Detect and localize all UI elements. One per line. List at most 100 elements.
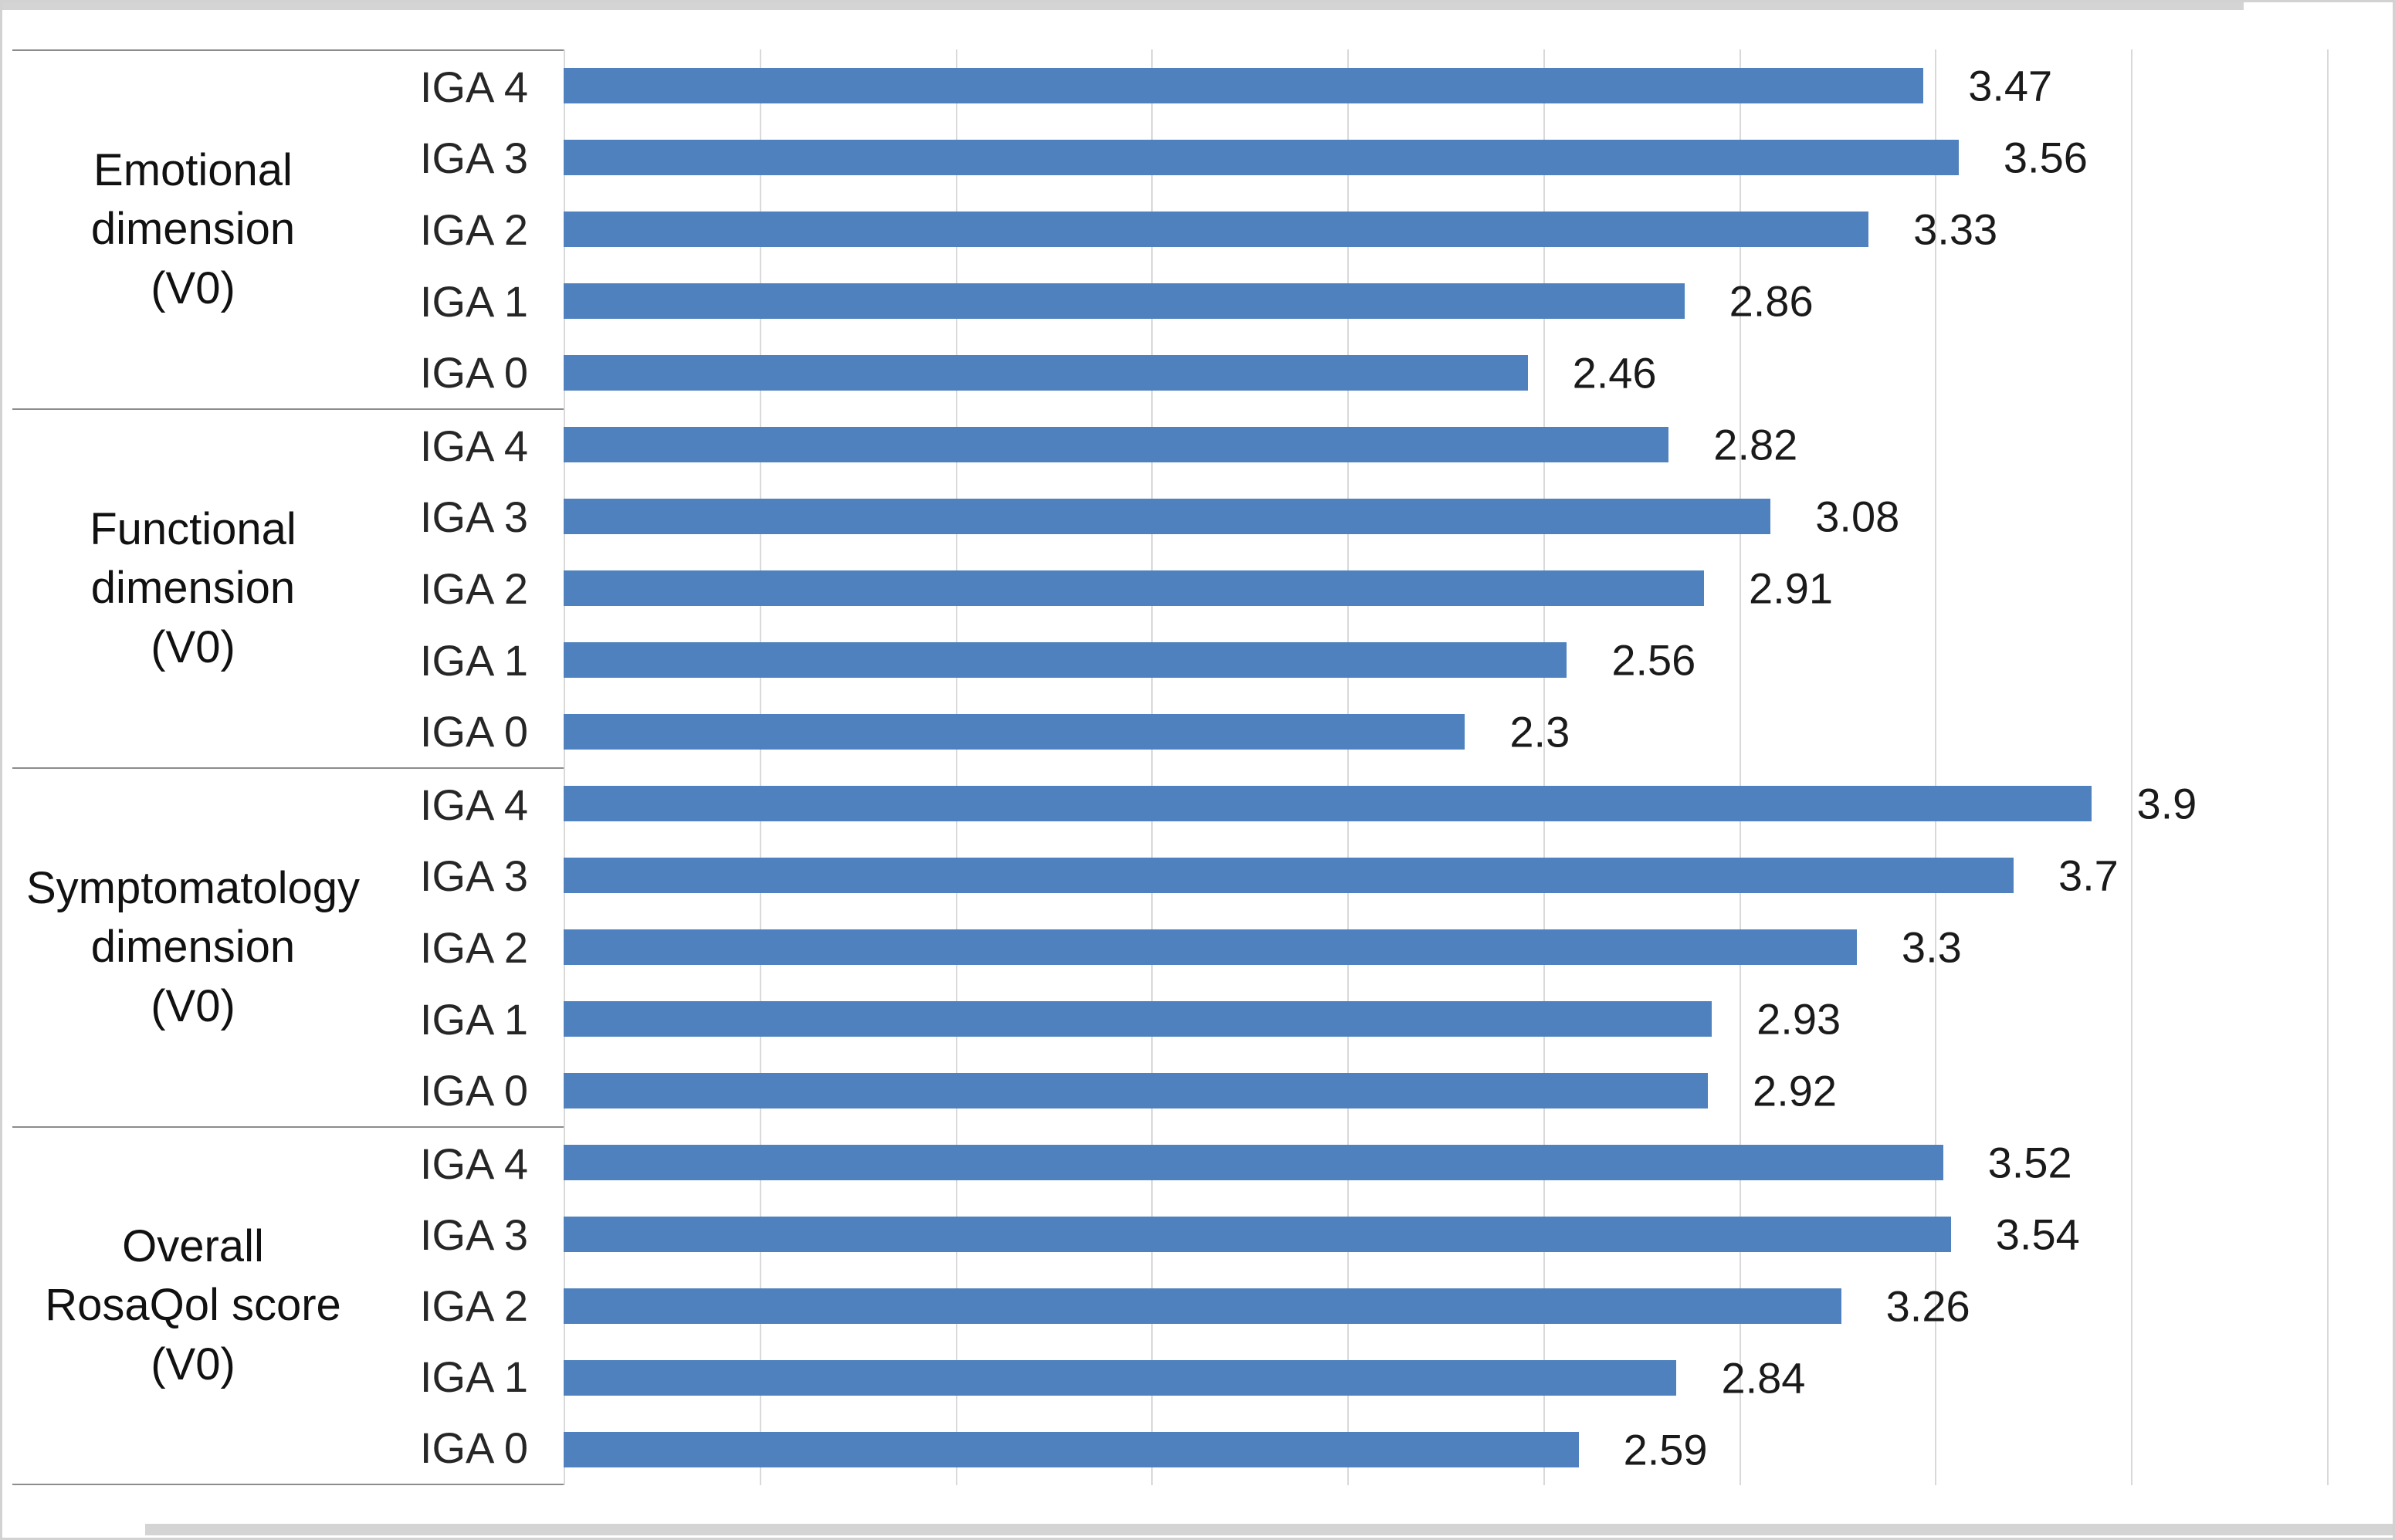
bar [564, 1431, 1579, 1467]
group-label: Emotional dimension (V0) [90, 144, 296, 313]
value-label: 2.92 [1753, 1066, 1838, 1115]
group-plot-area: 3.52 3.54 3.26 2.84 2.59 [564, 1126, 2327, 1485]
category-label-column: IGA 4 IGA 3 IGA 2 IGA 1 IGA 0 [374, 1128, 564, 1484]
group-left-panel: Functional dimension (V0) IGA 4 IGA 3 IGA 2… [12, 408, 564, 767]
category-label: IGA 3 [419, 851, 528, 901]
category-label: IGA 1 [419, 276, 528, 326]
bar [564, 283, 1685, 319]
value-label: 3.56 [2003, 133, 2088, 181]
value-label: 3.08 [1815, 492, 1900, 540]
bar [564, 1144, 1943, 1180]
bar [564, 67, 1924, 103]
value-label: 3.33 [1913, 205, 1998, 253]
bar-row: 2.59 [564, 1413, 2327, 1485]
bar [564, 929, 1857, 965]
group-label: Overall RosaQol score (V0) [45, 1220, 341, 1389]
category-label: IGA 0 [419, 348, 528, 398]
value-label: 3.54 [1995, 1210, 2080, 1258]
bar [564, 713, 1465, 750]
bar-row: 3.7 [564, 839, 2327, 911]
bar [564, 857, 2014, 893]
bar-row: 2.82 [564, 408, 2327, 480]
bar-row: 3.33 [564, 193, 2327, 265]
category-label: IGA 0 [419, 1423, 528, 1473]
bar-row: 3.9 [564, 767, 2327, 839]
value-label: 2.84 [1721, 1353, 1806, 1402]
bar [564, 570, 1704, 606]
value-label: 2.93 [1756, 994, 1841, 1043]
bar [564, 426, 1669, 462]
value-label: 2.82 [1713, 420, 1798, 469]
category-label-column: IGA 4 IGA 3 IGA 2 IGA 1 IGA 0 [374, 51, 564, 408]
value-label: 2.59 [1623, 1425, 1708, 1474]
category-label: IGA 3 [419, 1210, 528, 1259]
bar [564, 498, 1771, 534]
bar [564, 785, 2092, 821]
bar-row: 3.47 [564, 49, 2327, 121]
category-label: IGA 3 [419, 492, 528, 542]
bar-row: 2.84 [564, 1342, 2327, 1413]
value-label: 3.26 [1885, 1281, 1970, 1330]
value-label: 2.3 [1509, 707, 1570, 756]
category-label-column: IGA 4 IGA 3 IGA 2 IGA 1 IGA 0 [374, 410, 564, 767]
bar-row: 2.91 [564, 552, 2327, 624]
bar [564, 1000, 1712, 1037]
category-label: IGA 2 [419, 922, 528, 972]
bar-row: 3.56 [564, 121, 2327, 193]
value-label: 3.3 [1901, 922, 1962, 971]
category-label: IGA 1 [419, 994, 528, 1044]
bar-row: 2.56 [564, 624, 2327, 696]
bar [564, 1359, 1677, 1396]
bar [564, 1072, 1709, 1108]
group-label: Symptomatology dimension (V0) [26, 862, 360, 1031]
category-label: IGA 4 [419, 1139, 528, 1188]
group-plot-area: 3.47 3.56 3.33 2.86 2.46 [564, 49, 2327, 408]
bar [564, 354, 1528, 391]
gridline [2327, 49, 2329, 1485]
bar-row: 2.46 [564, 337, 2327, 408]
value-label: 2.46 [1572, 348, 1657, 397]
chart-group: Overall RosaQol score (V0) IGA 4 IGA 3 IGA … [12, 1126, 2327, 1485]
page-edge-top [0, 0, 2244, 10]
value-label: 3.52 [1987, 1138, 2072, 1186]
category-label: IGA 0 [419, 1066, 528, 1115]
bar [564, 641, 1567, 678]
value-label: 2.56 [1611, 635, 1696, 684]
value-label: 2.86 [1729, 276, 1814, 325]
category-label: IGA 3 [419, 134, 528, 183]
bar-row: 2.86 [564, 265, 2327, 337]
category-label: IGA 1 [419, 1352, 528, 1402]
bar-row: 2.93 [564, 983, 2327, 1054]
category-label: IGA 2 [419, 564, 528, 613]
group-left-panel: Overall RosaQol score (V0) IGA 4 IGA 3 IGA … [12, 1126, 564, 1485]
chart-group: Functional dimension (V0) IGA 4 IGA 3 IGA 2… [12, 408, 2327, 767]
value-label: 2.91 [1748, 564, 1833, 612]
category-label: IGA 4 [419, 62, 528, 111]
category-label-column: IGA 4 IGA 3 IGA 2 IGA 1 IGA 0 [374, 769, 564, 1126]
category-label: IGA 2 [419, 205, 528, 254]
bar [564, 1216, 1951, 1252]
bar-row: 3.52 [564, 1126, 2327, 1198]
category-label: IGA 4 [419, 421, 528, 470]
category-label: IGA 0 [419, 707, 528, 756]
bar [564, 1288, 1841, 1324]
bar-row: 2.3 [564, 696, 2327, 767]
value-label: 3.7 [2058, 851, 2119, 899]
bar-row: 2.92 [564, 1054, 2327, 1126]
category-label: IGA 1 [419, 635, 528, 685]
value-label: 3.47 [1968, 61, 2053, 110]
bar-row: 3.08 [564, 480, 2327, 552]
bar-row: 3.26 [564, 1270, 2327, 1342]
bar [564, 211, 1869, 247]
group-label: Functional dimension (V0) [90, 503, 296, 672]
category-label: IGA 4 [419, 780, 528, 829]
page-edge-bottom [145, 1524, 2395, 1535]
value-label: 3.9 [2136, 779, 2197, 828]
bar-row: 3.3 [564, 911, 2327, 983]
